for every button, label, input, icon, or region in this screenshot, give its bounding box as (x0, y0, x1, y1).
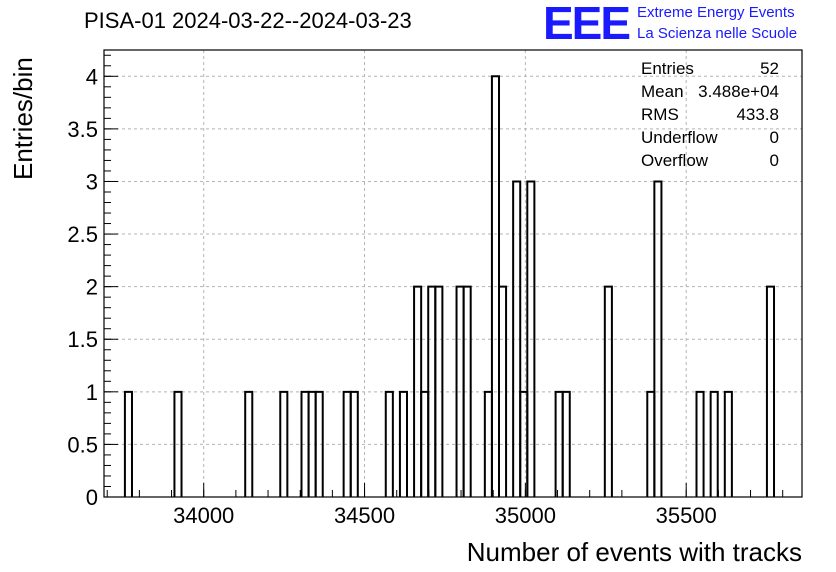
histogram-bin (709, 390, 719, 497)
histogram-bin (512, 180, 522, 497)
histogram-bin (723, 390, 733, 497)
histogram-bin (765, 285, 776, 497)
y-tick-label: 2.5 (67, 222, 98, 247)
y-axis-title: Entries/bin (8, 57, 38, 180)
y-tick-label: 0.5 (67, 432, 98, 457)
histogram-bin (173, 390, 183, 497)
x-axis-title: Number of events with tracks (466, 537, 802, 567)
histogram-bin (653, 180, 663, 497)
plot-frame (103, 49, 803, 498)
stat-rms: RMS 433.8 (641, 105, 779, 128)
histogram-bin (526, 180, 536, 497)
y-tick-label: 1 (86, 380, 98, 405)
stat-entries: Entries 52 (641, 59, 779, 82)
histogram-bars (123, 75, 776, 497)
stat-label: Overflow (641, 151, 709, 170)
eee-logo: EEE (543, 0, 631, 49)
stat-label: RMS (641, 105, 679, 124)
stat-label: Mean (641, 82, 684, 101)
logo-subtitle-2: La Scienza nelle Scuole (637, 25, 798, 42)
y-tick-label: 2 (86, 275, 98, 300)
histogram-bin (497, 285, 508, 497)
logo-subtitle-1: Extreme Energy Events (637, 4, 795, 21)
stat-value: 433.8 (736, 105, 779, 124)
stats-box: Entries 52 Mean 3.488e+04 RMS 433.8 Unde… (641, 59, 779, 174)
histogram-bin (244, 390, 254, 497)
stat-mean: Mean 3.488e+04 (641, 82, 779, 105)
stat-value: 0 (769, 151, 779, 170)
y-tick-label: 1.5 (67, 327, 98, 352)
stat-value: 0 (769, 128, 779, 147)
histogram-bin (349, 390, 359, 497)
y-tick-label: 0 (86, 485, 98, 510)
histogram-bin (603, 285, 613, 497)
histogram-bin (462, 285, 472, 497)
histogram-bin (398, 390, 409, 497)
stat-value: 52 (760, 59, 779, 78)
stat-label: Entries (641, 59, 694, 78)
stat-overflow: Overflow 0 (641, 151, 779, 174)
y-tick-label: 4 (86, 64, 98, 89)
histogram-bin (434, 285, 444, 497)
histogram-bin (384, 390, 394, 497)
x-tick-label: 35000 (495, 503, 556, 528)
x-tick-label: 35500 (656, 503, 717, 528)
x-tick-label: 34500 (334, 503, 395, 528)
y-tick-label: 3.5 (67, 117, 98, 142)
histogram-bin (279, 390, 289, 497)
stat-value: 3.488e+04 (698, 82, 779, 101)
histogram-bin (314, 390, 324, 497)
histogram-bin (123, 390, 133, 497)
stat-label: Underflow (641, 128, 718, 147)
histogram-bin (561, 390, 571, 497)
histogram-bin (695, 390, 705, 497)
chart-title: PISA-01 2024-03-22--2024-03-23 (84, 8, 412, 33)
stat-underflow: Underflow 0 (641, 128, 779, 151)
x-tick-label: 34000 (173, 503, 234, 528)
grid-lines (104, 50, 802, 497)
axis-ticks: 0 0.5 1 1.5 2 2.5 3 3.5 4 34000 34500 35000 35500 (67, 54, 784, 528)
y-tick-label: 3 (86, 169, 98, 194)
